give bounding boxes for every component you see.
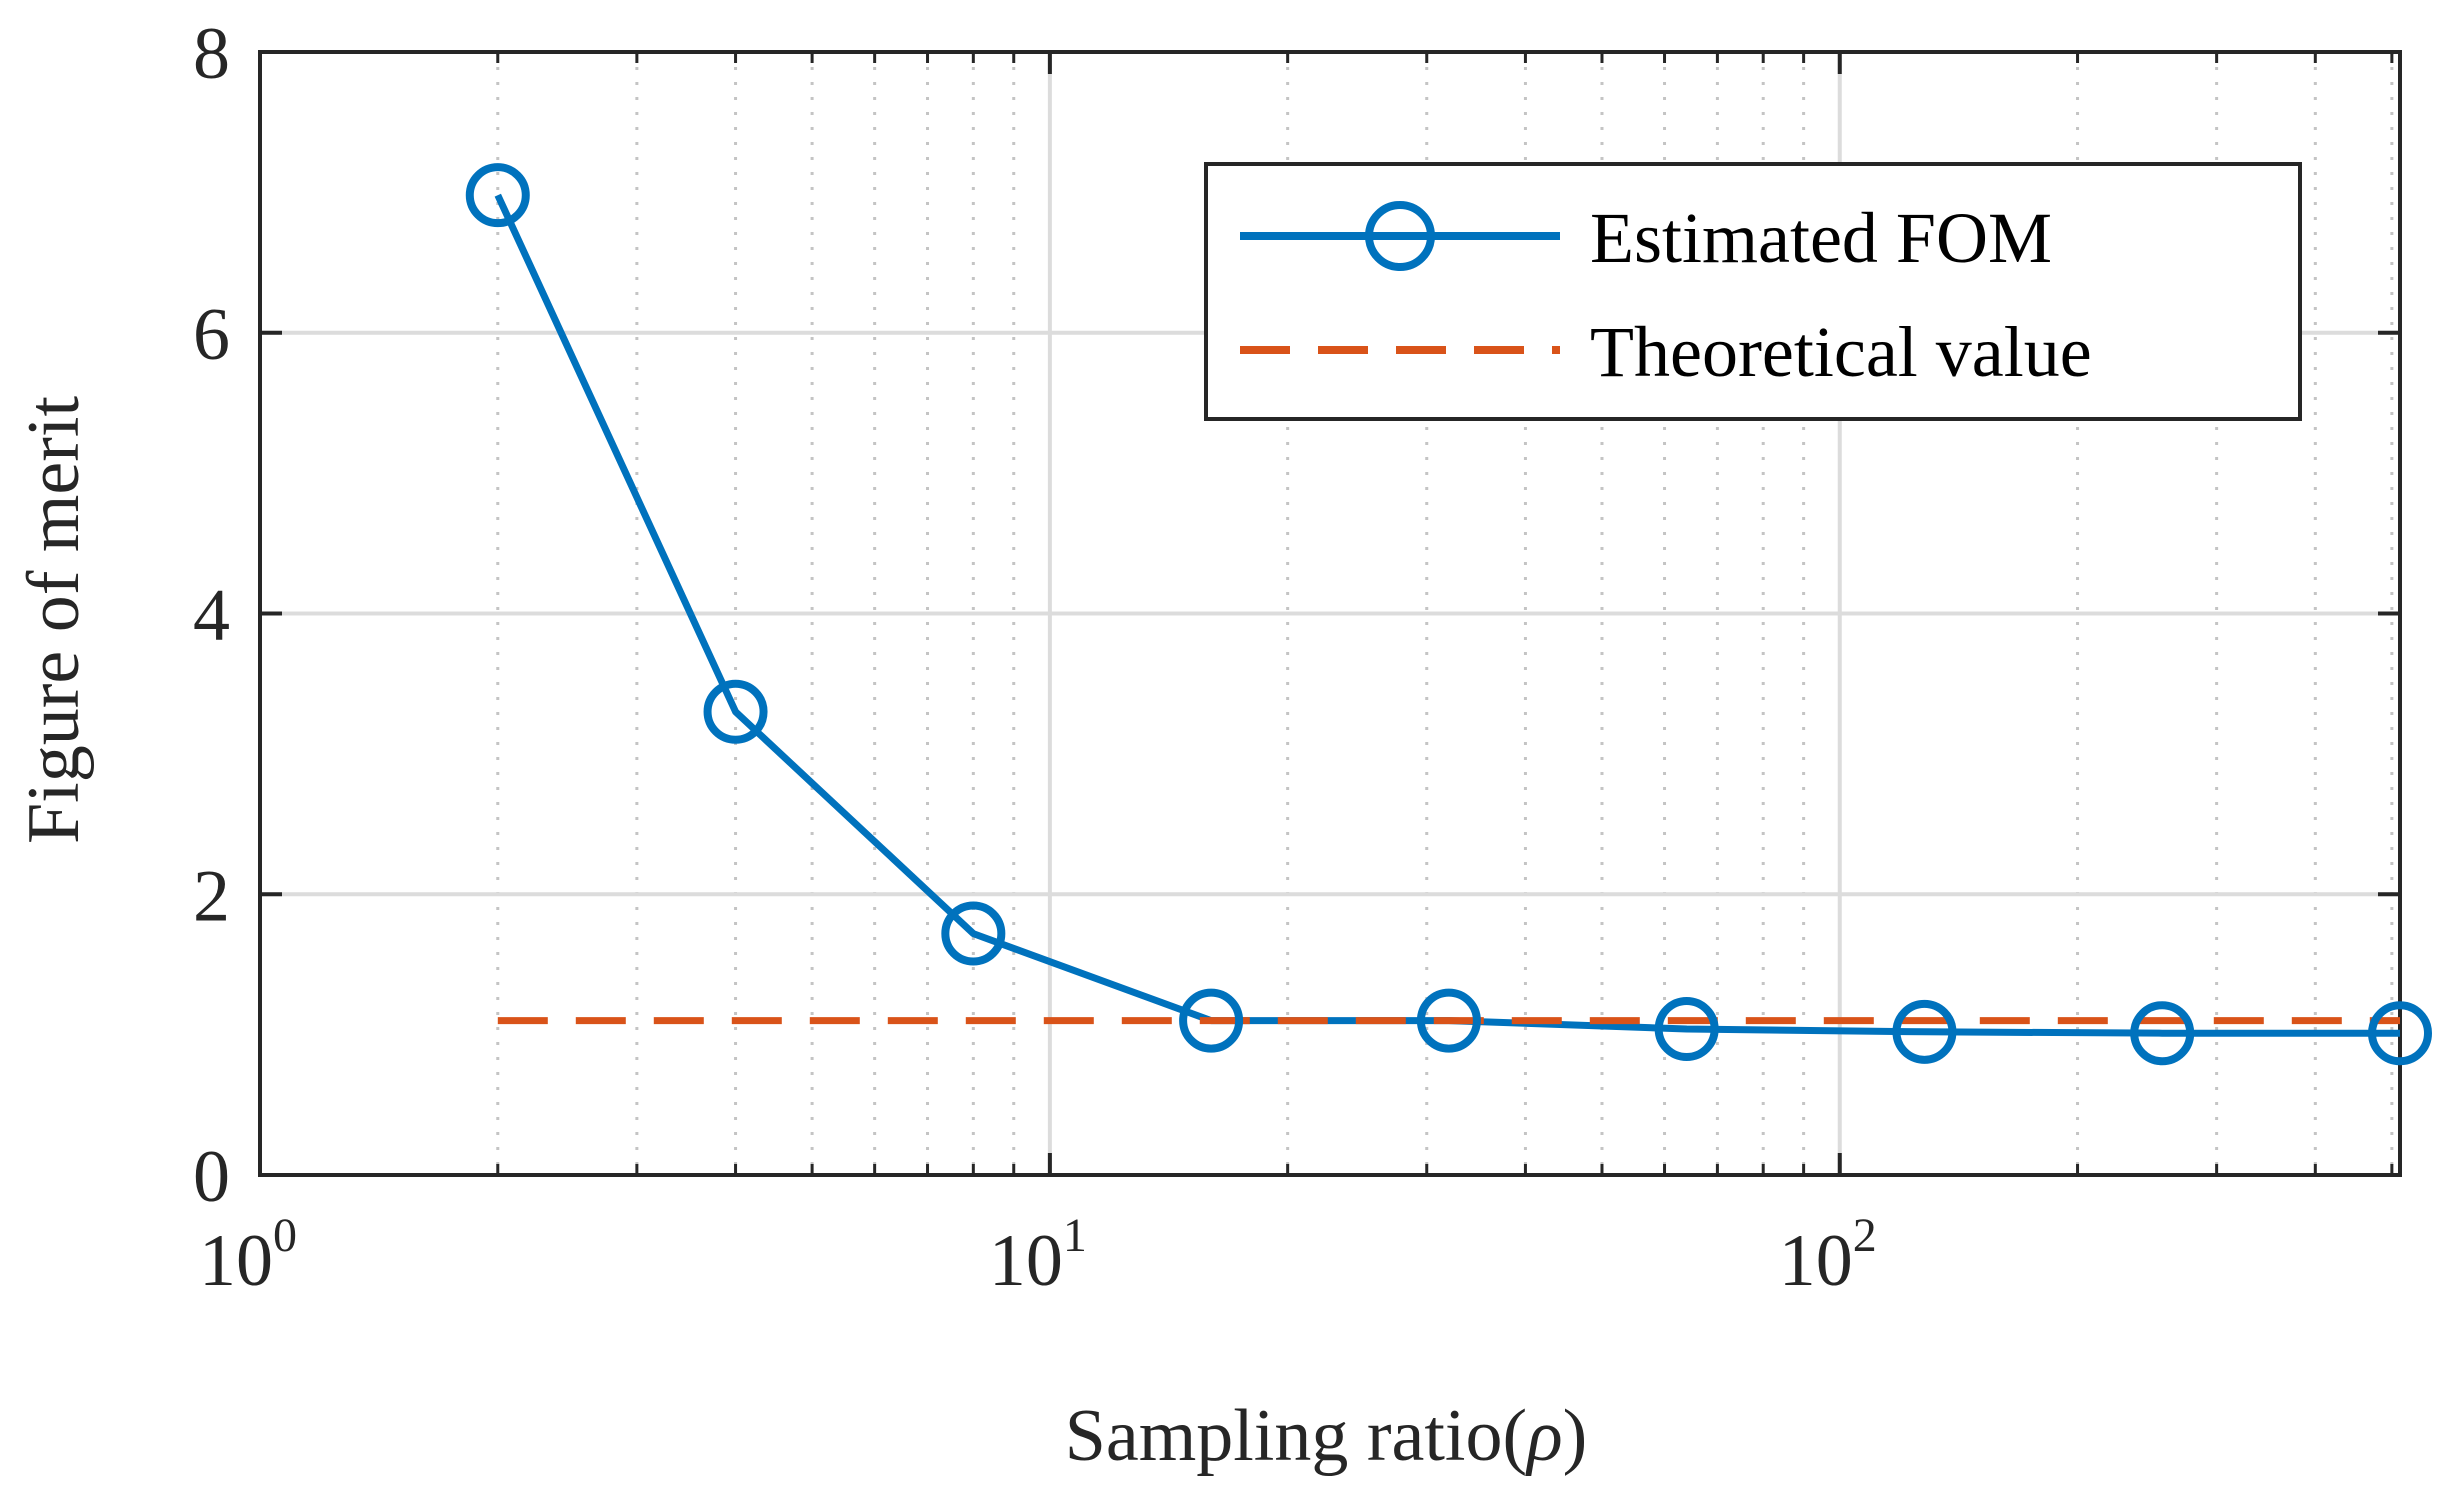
- legend-estimated-fom-marker: [1365, 201, 1435, 271]
- x-tick-exponent: 0: [273, 1209, 297, 1262]
- y-tick-label: 2: [193, 855, 230, 937]
- estimated-fom-point: [2368, 1001, 2432, 1066]
- estimated-fom-point: [941, 901, 1006, 966]
- x-tick-labels: 100 101 102: [199, 1209, 1877, 1302]
- y-tick-label: 6: [193, 294, 230, 376]
- x-tick-label: 100: [199, 1209, 297, 1302]
- estimated-fom-point: [465, 163, 530, 228]
- x-axis-title-prefix: Sampling ratio(: [1065, 1395, 1527, 1477]
- legend: Estimated FOM Theoretical value: [1204, 162, 2302, 421]
- x-tick-exponent: 2: [1853, 1209, 1877, 1262]
- x-tick-label: 101: [989, 1209, 1087, 1302]
- legend-label-estimated-fom: Estimated FOM: [1590, 198, 2052, 278]
- x-tick-exponent: 1: [1063, 1209, 1087, 1262]
- estimated-fom-point: [703, 679, 768, 744]
- y-tick-label: 0: [193, 1136, 230, 1218]
- estimated-fom-point: [1416, 988, 1481, 1053]
- x-axis-title-suffix: ): [1563, 1395, 1588, 1477]
- estimated-fom-point: [2130, 1001, 2195, 1066]
- y-tick-label: 8: [193, 13, 230, 95]
- estimated-fom-point: [1179, 988, 1244, 1053]
- legend-label-theoretical-value: Theoretical value: [1590, 312, 2092, 392]
- x-tick-base: 10: [1779, 1220, 1853, 1302]
- x-axis-title-symbol: ρ: [1525, 1395, 1563, 1477]
- x-tick-label: 102: [1779, 1209, 1877, 1302]
- y-tick-labels: 0 2 4 6 8: [193, 13, 230, 1218]
- estimated-fom-point: [1892, 999, 1957, 1064]
- x-tick-base: 10: [989, 1220, 1063, 1302]
- x-axis-title: Sampling ratio(ρ): [1065, 1395, 1588, 1477]
- series-layer: [465, 163, 2432, 1066]
- x-tick-base: 10: [199, 1220, 273, 1302]
- y-axis-title: Figure of merit: [13, 396, 95, 844]
- axis-ticks: [258, 50, 2400, 1177]
- y-tick-label: 4: [193, 575, 230, 657]
- estimated-fom-point: [1654, 997, 1719, 1062]
